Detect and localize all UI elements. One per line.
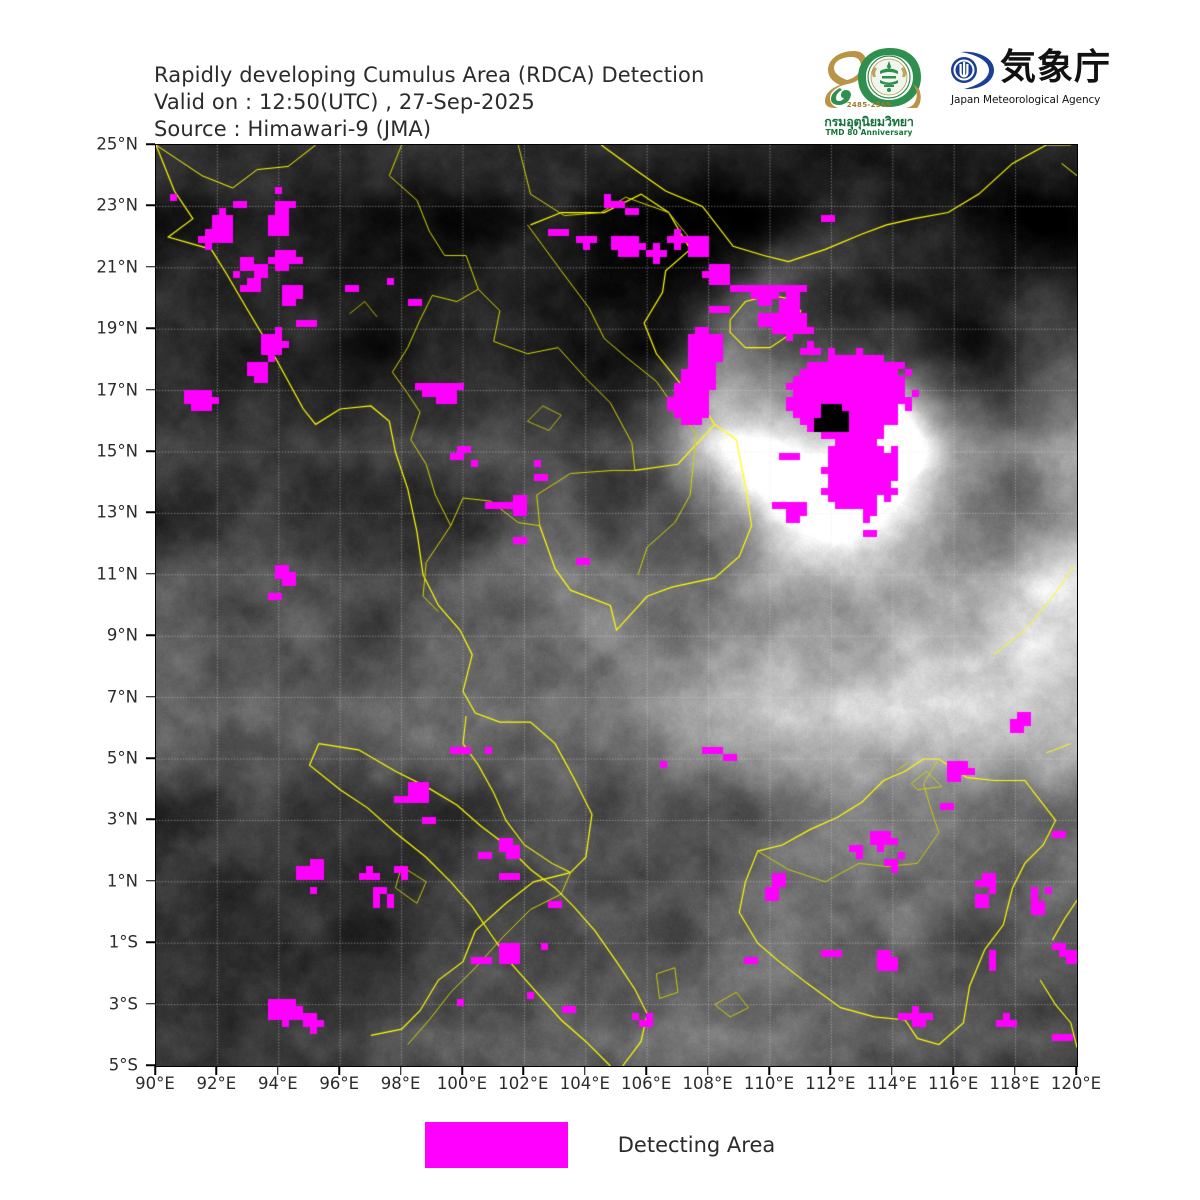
y-tick-label: 17°N — [96, 380, 138, 400]
source-line: Source : Himawari-9 (JMA) — [154, 117, 432, 141]
x-tick-mark — [461, 1066, 463, 1075]
y-tick-label: 7°N — [106, 687, 138, 707]
y-tick-label: 9°N — [106, 625, 138, 645]
x-tick-mark — [1075, 1066, 1077, 1075]
x-tick-label: 98°E — [380, 1074, 421, 1093]
y-tick-mark — [146, 511, 155, 514]
x-tick-label: 92°E — [196, 1074, 237, 1093]
y-tick-label: 1°S — [108, 932, 138, 952]
y-tick-mark — [146, 757, 155, 759]
x-tick-mark — [338, 1066, 340, 1075]
y-tick-label: 25°N — [96, 134, 138, 154]
x-tick-mark — [215, 1066, 218, 1075]
x-tick-mark — [277, 1066, 279, 1075]
y-tick-label: 1°N — [106, 871, 138, 891]
x-tick-mark — [829, 1066, 832, 1075]
x-tick-mark — [891, 1066, 893, 1075]
tmd-80th-anniversary-logo: 2485-2565 กรมอุตุนิยมวิทยา TMD 80 Annive… — [810, 46, 928, 142]
tmd-logo-thai-name: กรมอุตุนิยมวิทยา — [824, 114, 914, 129]
y-tick-mark — [146, 450, 155, 452]
y-tick-mark — [146, 204, 155, 207]
x-tick-mark — [584, 1066, 586, 1075]
y-tick-label: 11°N — [96, 564, 138, 584]
y-tick-label: 3°S — [108, 994, 138, 1014]
x-tick-mark — [645, 1066, 647, 1075]
japan-meteorological-agency-logo: 気象庁 Japan Meteorological Agency — [950, 46, 1110, 120]
tmd-80-mark-icon — [825, 48, 921, 108]
x-tick-mark — [522, 1066, 525, 1075]
legend-label-detecting-area: Detecting Area — [617, 1133, 776, 1157]
x-tick-label: 112°E — [805, 1074, 856, 1093]
y-tick-label: 23°N — [96, 195, 138, 215]
valid-time-line: Valid on : 12:50(UTC) , 27-Sep-2025 — [154, 90, 535, 114]
y-tick-label: 5°N — [106, 748, 138, 768]
jma-logo-kanji: 気象庁 — [1000, 47, 1112, 88]
y-tick-mark — [146, 695, 155, 698]
page-title: Rapidly developing Cumulus Area (RDCA) D… — [154, 63, 705, 87]
legend-swatch-detecting-area — [424, 1122, 568, 1168]
x-tick-label: 120°E — [1050, 1074, 1102, 1093]
x-tick-mark — [706, 1066, 709, 1075]
x-tick-label: 94°E — [257, 1074, 298, 1093]
x-tick-label: 110°E — [743, 1074, 795, 1093]
jma-logo-english: Japan Meteorological Agency — [951, 94, 1101, 106]
x-tick-label: 100°E — [436, 1074, 488, 1093]
y-tick-mark — [146, 266, 155, 268]
x-tick-mark — [952, 1066, 954, 1075]
rdca-satellite-image — [156, 145, 1077, 1066]
y-tick-mark — [146, 327, 155, 329]
jma-emblem-icon — [951, 51, 994, 90]
x-tick-mark — [768, 1066, 770, 1075]
x-tick-label: 104°E — [559, 1074, 610, 1093]
y-tick-label: 15°N — [96, 441, 138, 461]
y-tick-mark — [146, 880, 155, 882]
y-tick-label: 21°N — [96, 257, 138, 277]
x-tick-label: 106°E — [621, 1074, 672, 1093]
y-tick-mark — [146, 573, 155, 575]
x-tick-label: 90°E — [135, 1074, 175, 1093]
x-tick-mark — [1013, 1066, 1016, 1075]
x-tick-label: 114°E — [866, 1074, 917, 1093]
y-tick-mark — [146, 1064, 155, 1066]
y-tick-mark — [146, 143, 155, 145]
title-block: Rapidly developing Cumulus Area (RDCA) D… — [154, 62, 704, 143]
tmd-logo-subtitle: TMD 80 Anniversary — [825, 128, 913, 137]
y-tick-mark — [146, 818, 155, 821]
y-tick-label: 19°N — [96, 318, 138, 338]
header: Rapidly developing Cumulus Area (RDCA) D… — [0, 0, 1200, 144]
y-tick-label: 13°N — [96, 502, 138, 522]
x-tick-label: 102°E — [498, 1074, 549, 1093]
x-tick-mark — [154, 1066, 156, 1075]
y-tick-mark — [146, 941, 155, 943]
satellite-map-plot — [155, 144, 1078, 1067]
x-tick-label: 108°E — [682, 1074, 733, 1093]
y-tick-mark — [146, 634, 155, 636]
tmd-logo-years: 2485-2565 — [846, 101, 892, 109]
logo-row: 2485-2565 กรมอุตุนิยมวิทยา TMD 80 Annive… — [810, 46, 1110, 142]
x-tick-label: 116°E — [928, 1074, 979, 1093]
x-tick-label: 118°E — [989, 1074, 1040, 1093]
x-tick-label: 96°E — [319, 1074, 360, 1093]
y-tick-mark — [146, 1002, 155, 1005]
y-tick-mark — [146, 388, 155, 391]
y-tick-label: 5°S — [108, 1055, 138, 1075]
legend: Detecting Area — [0, 1122, 1200, 1168]
x-tick-mark — [399, 1066, 402, 1075]
y-tick-label: 3°N — [106, 809, 138, 829]
